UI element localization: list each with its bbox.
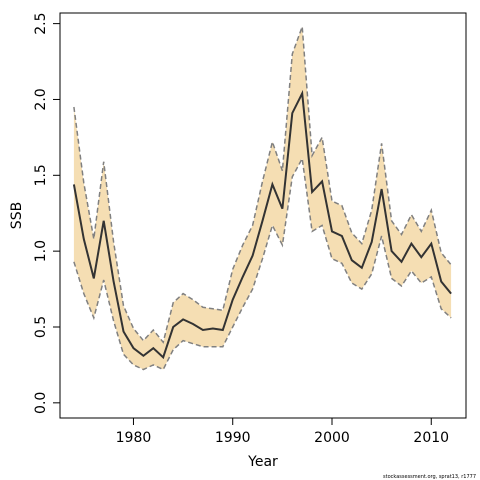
y-axis: 0.0 0.5 1.0 1.5 2.0 2.5: [33, 12, 60, 414]
footnote: stockassessment.org, sprat13, r1777: [383, 474, 476, 480]
plot-frame: [59, 12, 467, 419]
y-tick-label: 1.0: [33, 240, 49, 262]
ssb-estimate-line: [72, 89, 452, 360]
x-tick-label: 1990: [215, 430, 251, 446]
series-lines: [72, 26, 452, 371]
y-tick-label: 2.5: [33, 12, 49, 34]
y-axis-label: SSB: [9, 202, 25, 229]
x-tick-label: 2010: [413, 430, 449, 446]
x-tick-label: 1980: [116, 430, 152, 446]
y-tick-label: 0.5: [33, 316, 49, 338]
y-tick-label: 2.0: [33, 88, 49, 110]
confidence-band: [73, 26, 452, 370]
y-tick-label: 0.0: [33, 392, 49, 414]
x-axis-label: Year: [247, 454, 278, 470]
confidence-band-area: [73, 26, 452, 370]
upper-bound-line: [73, 26, 452, 344]
x-axis: 1980 1990 2000 2010: [116, 418, 449, 446]
x-tick-label: 2000: [314, 430, 350, 446]
lower-bound-line: [73, 156, 452, 371]
y-tick-label: 1.5: [33, 164, 49, 186]
